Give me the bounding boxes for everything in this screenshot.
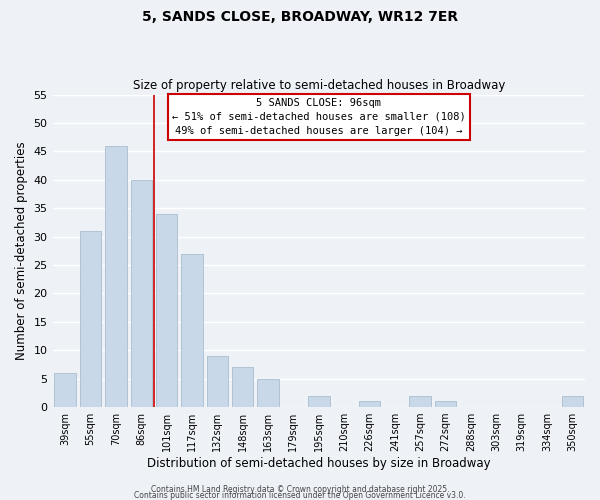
Text: Contains HM Land Registry data © Crown copyright and database right 2025.: Contains HM Land Registry data © Crown c… bbox=[151, 484, 449, 494]
Bar bbox=[409, 396, 431, 407]
Bar bbox=[562, 396, 583, 407]
Bar bbox=[206, 356, 228, 407]
Bar bbox=[435, 402, 457, 407]
Bar bbox=[308, 396, 329, 407]
Bar bbox=[131, 180, 152, 407]
X-axis label: Distribution of semi-detached houses by size in Broadway: Distribution of semi-detached houses by … bbox=[147, 457, 491, 470]
Bar bbox=[55, 373, 76, 407]
Text: 5 SANDS CLOSE: 96sqm
← 51% of semi-detached houses are smaller (108)
49% of semi: 5 SANDS CLOSE: 96sqm ← 51% of semi-detac… bbox=[172, 98, 466, 136]
Y-axis label: Number of semi-detached properties: Number of semi-detached properties bbox=[15, 142, 28, 360]
Bar bbox=[105, 146, 127, 407]
Bar bbox=[156, 214, 178, 407]
Bar bbox=[181, 254, 203, 407]
Bar bbox=[232, 368, 253, 407]
Bar bbox=[80, 231, 101, 407]
Text: Contains public sector information licensed under the Open Government Licence v3: Contains public sector information licen… bbox=[134, 490, 466, 500]
Title: Size of property relative to semi-detached houses in Broadway: Size of property relative to semi-detach… bbox=[133, 79, 505, 92]
Bar bbox=[257, 378, 279, 407]
Bar bbox=[359, 402, 380, 407]
Text: 5, SANDS CLOSE, BROADWAY, WR12 7ER: 5, SANDS CLOSE, BROADWAY, WR12 7ER bbox=[142, 10, 458, 24]
